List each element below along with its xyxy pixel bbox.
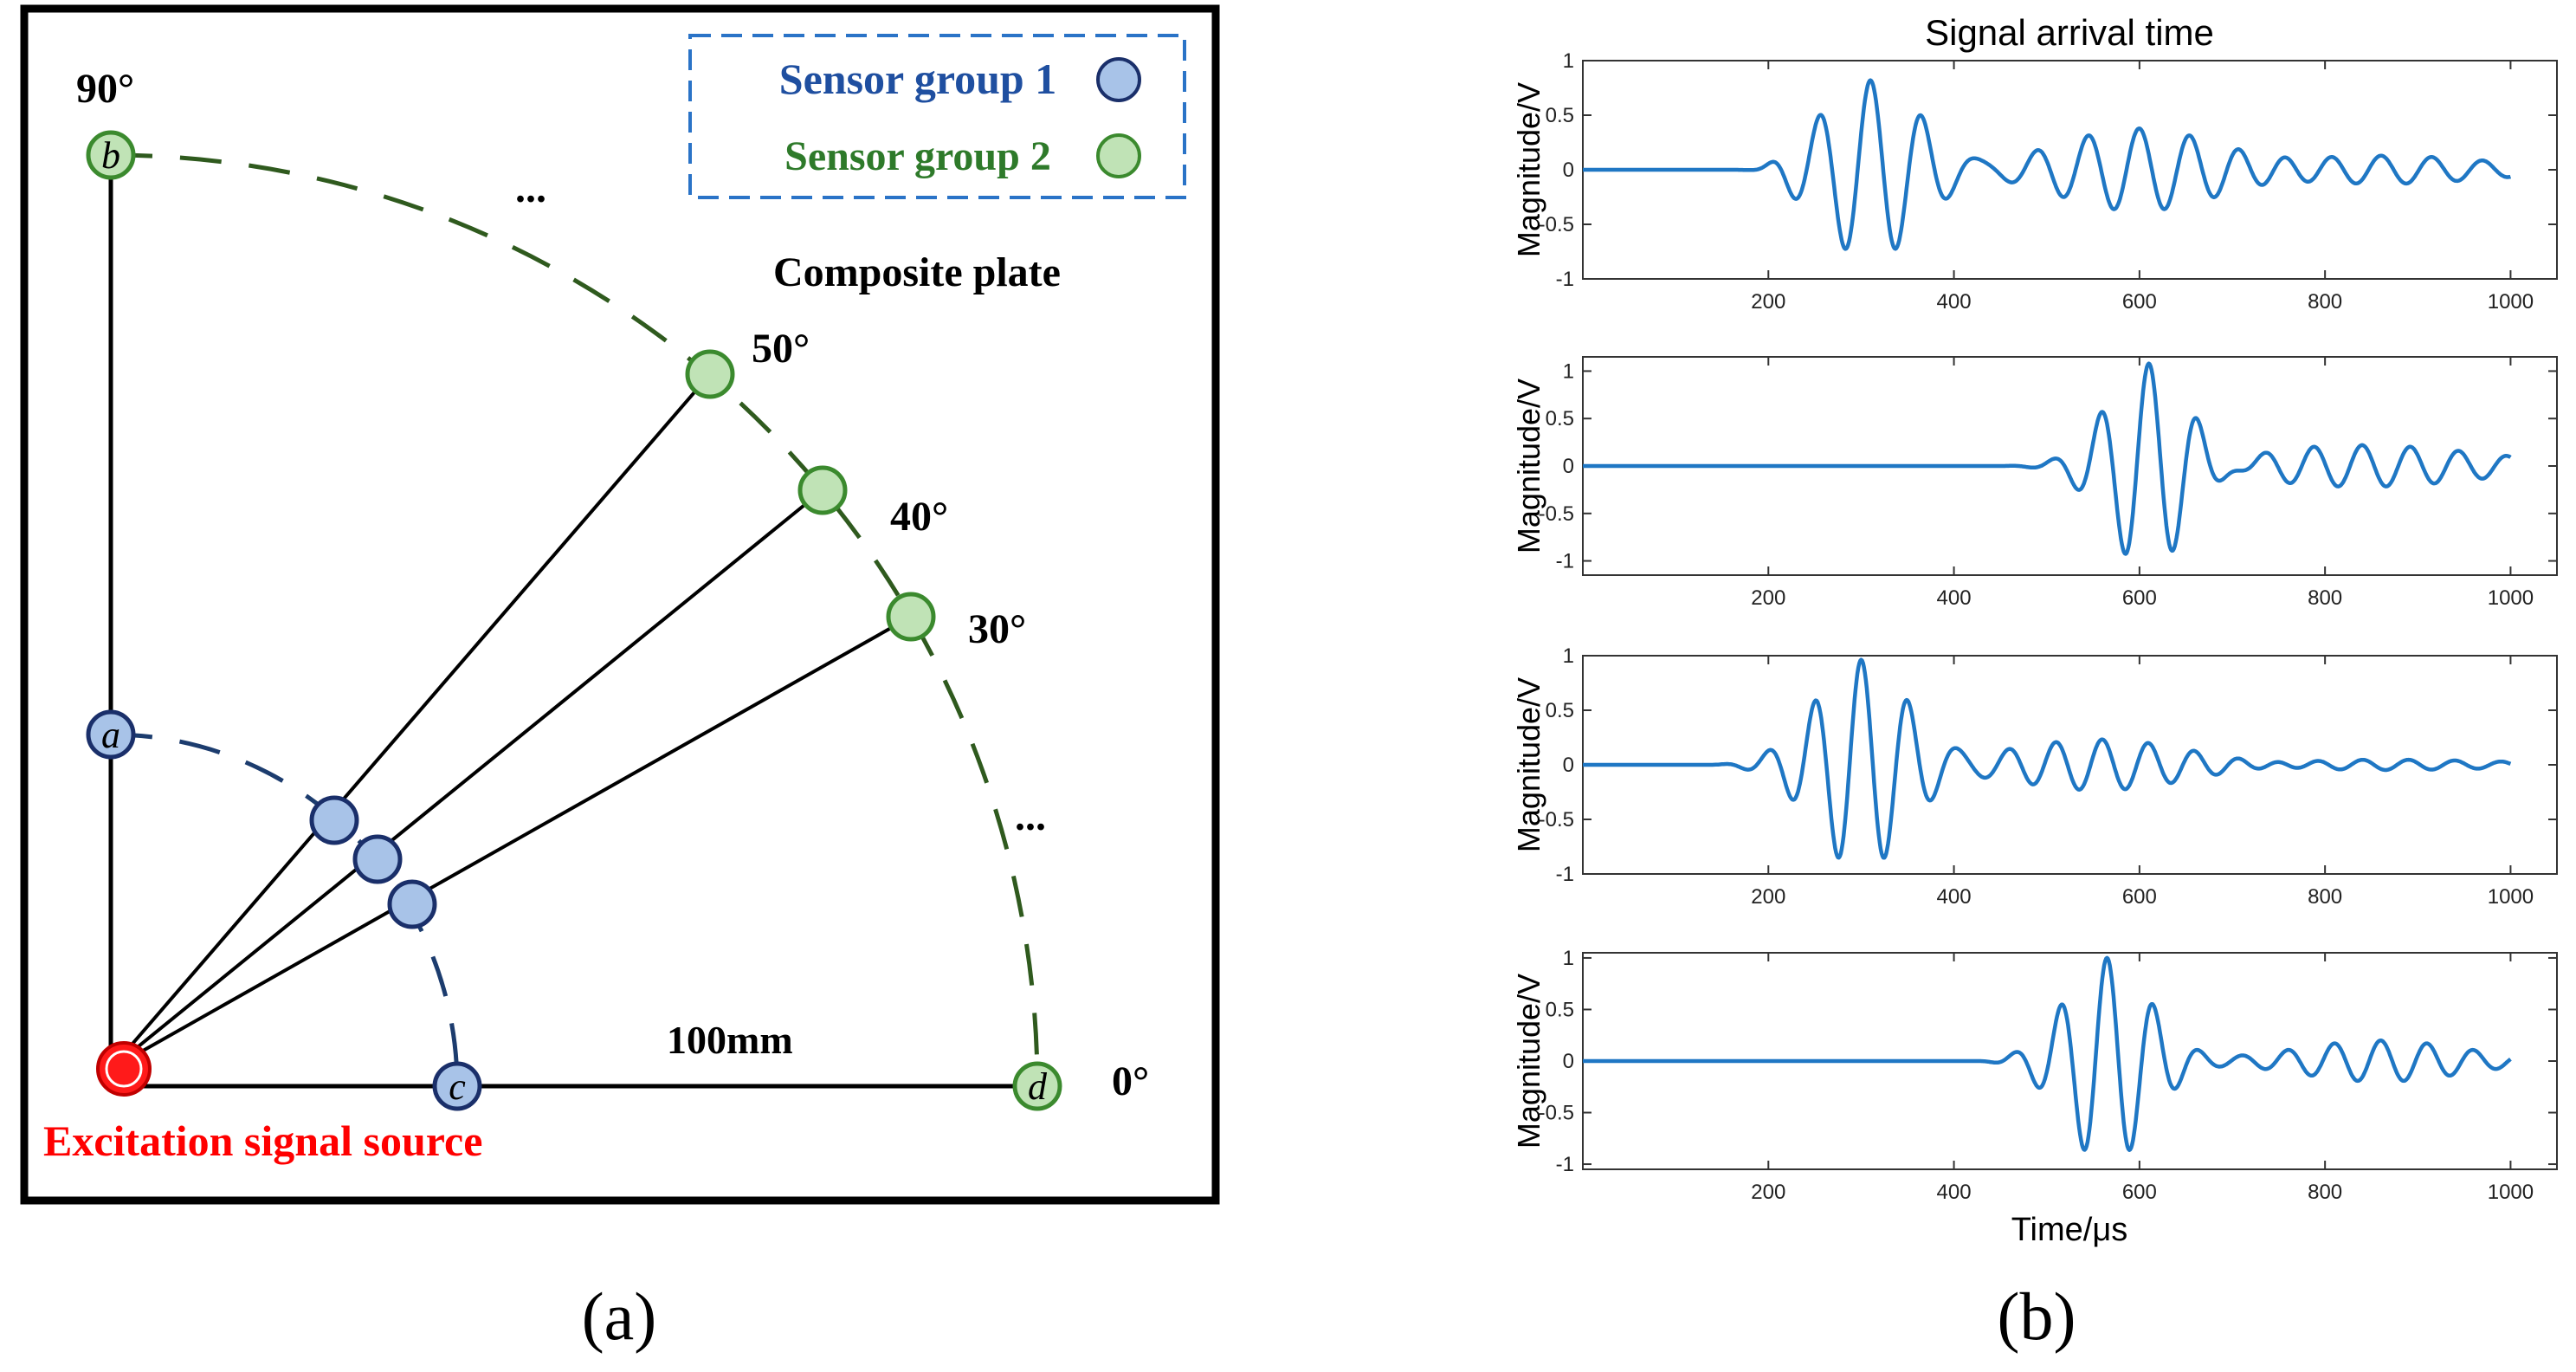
sensor-30deg-inner [387,879,437,929]
x-tick-label: 800 [2308,1181,2342,1204]
sensor-b-letter: b [101,134,120,177]
panel-a-frame [20,4,1220,1205]
plate-label: Composite plate [773,249,1061,295]
x-tick-label: 800 [2308,290,2342,314]
label-0deg: 0° [1112,1058,1149,1104]
sensor-d [1012,1061,1062,1111]
y-axis-label: Magnitude/V [1511,974,1546,1149]
legend-group2-marker [1096,133,1141,178]
signal-waveform-line [1581,657,2512,860]
y-tick-label: 0.5 [1546,407,1574,430]
ellipsis-top: ... [515,165,546,211]
panel-b: Signal arrival time -1 -0.5 0 0.5 1 200 400 600… [1511,12,2558,1248]
ellipsis-right: ... [1015,793,1046,839]
path-line-50deg [109,372,712,1071]
y-tick-label: 1 [1563,644,1574,668]
panel-a: Sensor group 1 Sensor group 2 b d a c [20,4,1220,1205]
sensor-legend: Sensor group 1 Sensor group 2 [688,34,1186,199]
path-line-30deg [110,615,912,1071]
signal-chart-title: Signal arrival time [1925,12,2214,53]
sensor-a [86,709,136,760]
caption-a: (a) [582,1278,657,1354]
y-tick-label: 0 [1563,455,1574,478]
inner-dashed-arc [110,732,460,1087]
y-tick-label: 0 [1563,159,1574,182]
y-axis-label: Magnitude/V [1511,379,1546,553]
x-tick-label: 600 [2122,586,2157,610]
x-tick-label: 1000 [2488,290,2534,314]
x-tick-label: 1000 [2488,885,2534,909]
source-label: Excitation signal source [43,1116,482,1165]
y-tick-label: -1 [1556,863,1574,886]
caption-b: (b) [1998,1278,2076,1354]
y-tick-label: 1 [1563,359,1574,383]
signal-waveform-line [1581,955,2512,1152]
label-40deg: 40° [890,494,948,540]
sensor-50deg-inner [309,795,359,845]
x-tick-label: 1000 [2488,586,2534,610]
x-tick-label: 200 [1751,1181,1785,1204]
label-50deg: 50° [752,326,810,372]
signal-waveform-line [1581,361,2512,556]
y-tick-label: 1 [1563,49,1574,73]
legend-group2-label: Sensor group 2 [784,133,1051,179]
y-tick-label: -1 [1556,268,1574,291]
sensor-c-letter: c [449,1065,466,1108]
y-tick-label: -1 [1556,1153,1574,1176]
sensor-40deg-outer [797,465,848,515]
sensor-40deg-inner [352,834,403,884]
x-tick-label: 600 [2122,290,2157,314]
y-tick-label: 0.5 [1546,104,1574,127]
y-tick-label: 1 [1563,947,1574,970]
x-tick-label: 400 [1937,885,1972,909]
y-tick-label: -0.5 [1539,808,1574,832]
y-tick-label: 0 [1563,1050,1574,1073]
sensor-b [86,130,136,180]
distance-label: 100mm [667,1018,793,1062]
signal-chart-4: -1 -0.5 0 0.5 1 200 400 600 800 1000 Magnitude/V [1511,947,2558,1204]
y-tick-label: -1 [1556,550,1574,573]
signal-waveform-line [1581,78,2512,251]
signal-chart-1: -1 -0.5 0 0.5 1 200 400 600 800 1000 Magnitude/V [1511,49,2558,314]
y-tick-label: -0.5 [1539,502,1574,526]
y-tick-label: 0.5 [1546,699,1574,722]
sensor-a-letter: a [101,714,120,756]
sensor-d-letter: d [1028,1065,1048,1108]
x-tick-label: 600 [2122,1181,2157,1204]
signal-chart-2: -1 -0.5 0 0.5 1 200 400 600 800 1000 Magnitude/V [1511,356,2558,610]
time-axis-label: Time/μs [2011,1212,2127,1248]
y-tick-label: -0.5 [1539,213,1574,236]
y-axis-label: Magnitude/V [1511,82,1546,257]
label-90deg: 90° [76,66,134,112]
y-tick-label: 0.5 [1546,998,1574,1021]
signal-chart-3: -1 -0.5 0 0.5 1 200 400 600 800 1000 Magnitude/V [1511,644,2558,909]
excitation-source-ring [105,1050,143,1088]
x-tick-label: 200 [1751,586,1785,610]
y-tick-label: 0 [1563,754,1574,777]
path-line-40deg [109,489,824,1071]
sensor-c [432,1061,482,1111]
x-tick-label: 800 [2308,885,2342,909]
legend-group1-label: Sensor group 1 [779,55,1056,103]
x-tick-label: 1000 [2488,1181,2534,1204]
y-axis-label: Magnitude/V [1511,677,1546,852]
outer-dashed-arc [110,152,1040,1087]
x-tick-label: 200 [1751,885,1785,909]
x-tick-label: 400 [1937,290,1972,314]
x-tick-label: 400 [1937,1181,1972,1204]
sensor-50deg-outer [685,349,735,399]
y-tick-label: -0.5 [1539,1102,1574,1125]
legend-group1-marker [1096,57,1141,102]
x-tick-label: 200 [1751,290,1785,314]
sensor-30deg-outer [886,592,936,642]
x-tick-label: 600 [2122,885,2157,909]
x-tick-label: 400 [1937,586,1972,610]
label-30deg: 30° [968,606,1026,652]
x-tick-label: 800 [2308,586,2342,610]
